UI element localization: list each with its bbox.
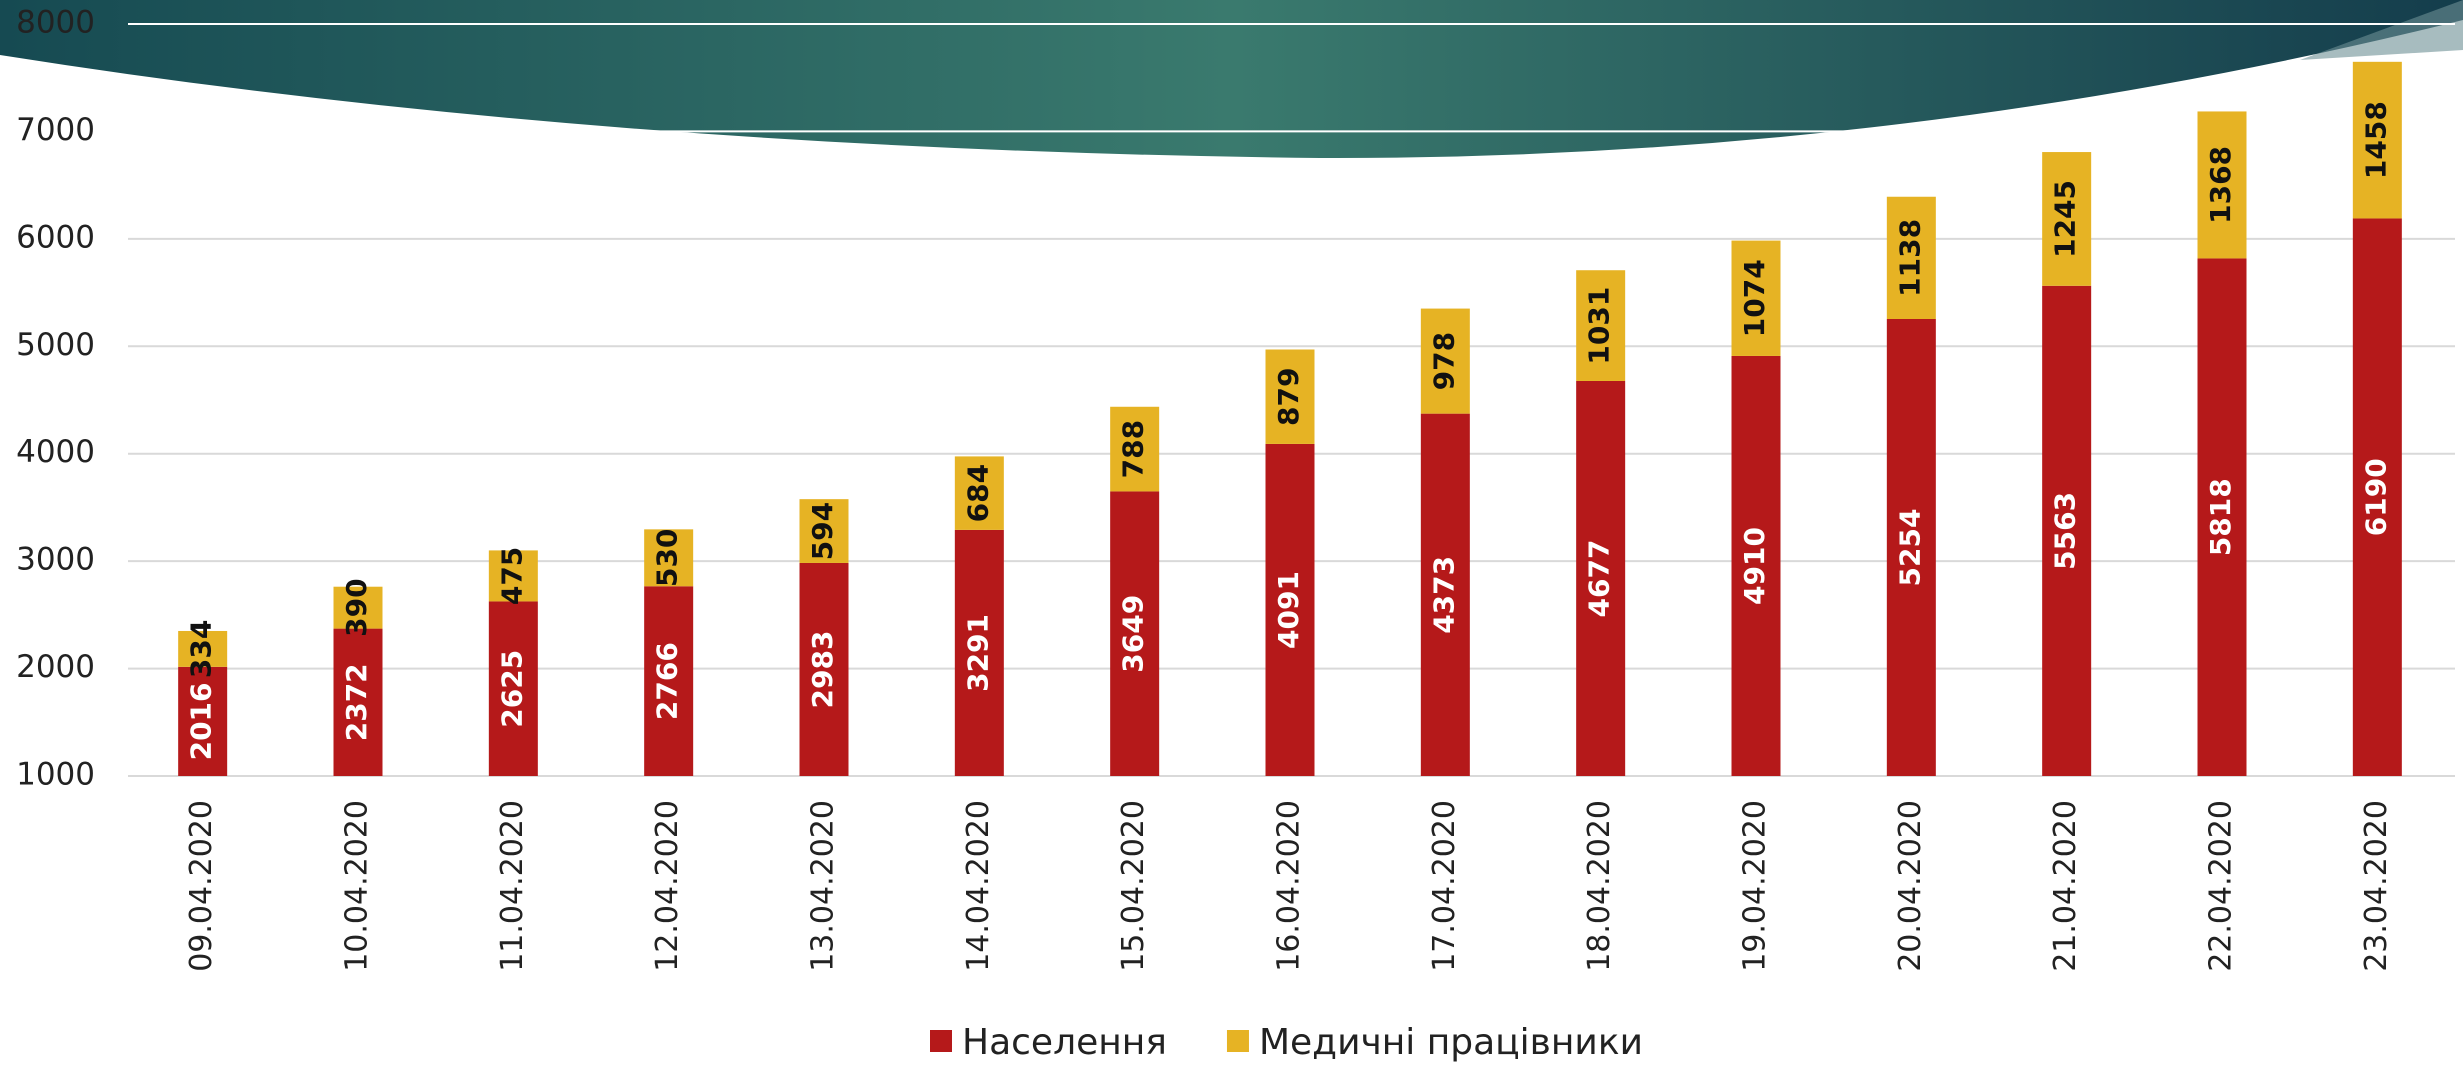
y-tick-label: 1000 (16, 757, 95, 793)
y-tick-label: 3000 (16, 542, 95, 578)
value-label: 4910 (1738, 527, 1771, 605)
x-tick-label: 20.04.2020 (1893, 800, 1928, 972)
legend-label: Медичні працівники (1259, 1022, 1643, 1063)
x-tick-label: 18.04.2020 (1582, 800, 1617, 972)
x-tick-label: 14.04.2020 (961, 800, 996, 972)
value-label: 2016 (185, 682, 218, 760)
value-label: 1138 (1893, 219, 1926, 297)
chart: 1000 2000 3000 4000 5000 6000 7000 8000 09.04.20… (0, 0, 2463, 1068)
value-label: 1458 (2359, 101, 2392, 179)
value-label: 2625 (495, 650, 528, 728)
x-tick-label: 19.04.2020 (1738, 800, 1773, 972)
value-label: 1368 (2204, 146, 2237, 224)
x-tick-label: 23.04.2020 (2359, 800, 2394, 972)
y-tick-label: 7000 (16, 112, 95, 148)
value-label: 4091 (1272, 571, 1305, 649)
legend-swatch (930, 1030, 952, 1052)
value-label: 684 (961, 464, 994, 522)
value-label: 475 (495, 547, 528, 605)
y-tick-label: 8000 (16, 5, 95, 41)
value-label: 4677 (1583, 540, 1616, 618)
value-label: 2983 (806, 631, 839, 709)
value-label: 2766 (651, 642, 684, 720)
x-tick-label: 10.04.2020 (340, 800, 375, 972)
x-tick-label: 15.04.2020 (1116, 800, 1151, 972)
x-tick-label: 11.04.2020 (495, 800, 530, 972)
x-tick-label: 21.04.2020 (2048, 800, 2083, 972)
x-tick-label: 16.04.2020 (1272, 800, 1307, 972)
value-label: 5563 (2049, 492, 2082, 570)
value-label: 594 (806, 502, 839, 560)
y-tick-label: 6000 (16, 219, 95, 255)
y-tick-label: 4000 (16, 434, 95, 470)
value-label: 530 (651, 529, 684, 587)
y-tick-label: 5000 (16, 327, 95, 363)
value-label: 6190 (2359, 458, 2392, 536)
value-label: 3649 (1117, 595, 1150, 673)
legend-swatch (1227, 1030, 1249, 1052)
value-label: 334 (185, 620, 218, 678)
x-tick-label: 13.04.2020 (806, 800, 841, 972)
value-label: 788 (1117, 420, 1150, 478)
value-label: 978 (1427, 332, 1460, 390)
x-tick-label: 12.04.2020 (650, 800, 685, 972)
value-label: 5254 (1893, 509, 1926, 587)
legend-label: Населення (962, 1022, 1167, 1063)
x-tick-label: 17.04.2020 (1427, 800, 1462, 972)
value-label: 5818 (2204, 478, 2237, 556)
y-tick-label: 2000 (16, 649, 95, 685)
value-label: 390 (340, 578, 373, 636)
x-tick-label: 22.04.2020 (2204, 800, 2239, 972)
value-label: 1074 (1738, 259, 1771, 337)
value-label: 2372 (340, 663, 373, 741)
value-label: 3291 (961, 614, 994, 692)
x-tick-label: 09.04.2020 (184, 800, 219, 972)
value-label: 879 (1272, 367, 1305, 425)
value-label: 1245 (2049, 180, 2082, 258)
value-label: 4373 (1427, 556, 1460, 634)
value-label: 1031 (1583, 287, 1616, 365)
